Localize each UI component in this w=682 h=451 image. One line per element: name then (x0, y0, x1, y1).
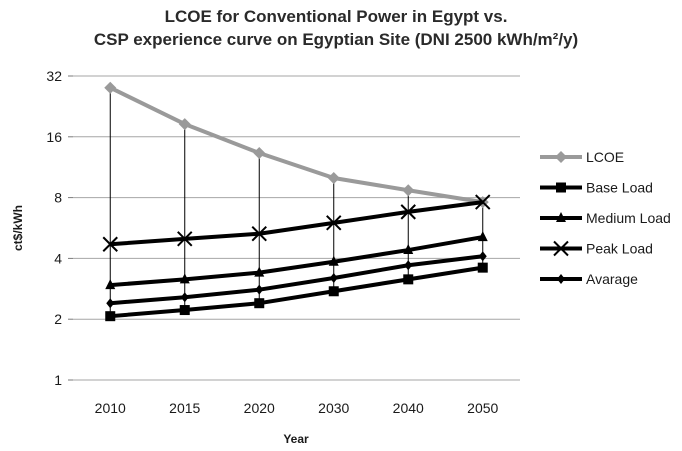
data-point-peak-load (177, 231, 193, 247)
data-point-peak-load (251, 226, 267, 242)
data-point-base-load (179, 305, 190, 316)
y-axis-ticks: 1 2 4 8 16 32 (46, 68, 73, 388)
chart-title-line-2: CSP experience curve on Egyptian Site (D… (94, 30, 578, 49)
series-line-avarage (110, 254, 483, 306)
series-line-lcoe (109, 85, 484, 205)
y-tick-label: 8 (54, 190, 62, 206)
series-avarage (106, 251, 487, 309)
series-lcoe (104, 81, 489, 209)
data-point-base-load (254, 298, 265, 309)
series-line-base-load (110, 265, 484, 319)
x-axis-title: Year (283, 432, 309, 446)
legend-label: Medium Load (586, 210, 671, 226)
x-tick-label: 2030 (318, 400, 349, 416)
legend-label: Avarage (586, 271, 638, 287)
data-point-avarage (180, 292, 189, 303)
data-point-medium-load (328, 255, 339, 266)
legend-label: Peak Load (586, 241, 653, 257)
series-line-medium-load (110, 235, 484, 288)
data-point-avarage (255, 284, 264, 295)
data-point-peak-load (326, 215, 342, 231)
x-tick-label: 2015 (169, 400, 200, 416)
y-tick-label: 4 (54, 250, 62, 266)
data-point-lcoe (327, 172, 340, 185)
data-point-base-load (403, 274, 414, 285)
legend-item-base-load: Base Load (540, 180, 653, 196)
data-point-avarage (404, 260, 413, 271)
data-point-peak-load (102, 236, 118, 252)
data-point-peak-load (400, 204, 416, 220)
y-tick-label: 2 (54, 311, 62, 327)
gridlines (73, 75, 520, 381)
x-tick-label: 2040 (393, 400, 424, 416)
data-point-base-load (328, 286, 339, 297)
chart-title-line-1: LCOE for Conventional Power in Egypt vs. (165, 7, 508, 26)
legend-item-lcoe: LCOE (540, 149, 624, 165)
legend-marker (556, 212, 566, 222)
y-tick-label: 16 (46, 129, 62, 145)
data-point-base-load (477, 262, 488, 273)
legend-item-peak-load: Peak Load (540, 241, 653, 257)
series-medium-load (105, 231, 488, 290)
x-tick-label: 2050 (467, 400, 498, 416)
x-axis-ticks: 2010 2015 2020 2030 2040 2050 (95, 400, 499, 416)
chart-title: LCOE for Conventional Power in Egypt vs.… (94, 7, 578, 49)
data-point-medium-load (403, 244, 414, 255)
data-point-avarage (329, 272, 338, 283)
x-tick-label: 2010 (95, 400, 126, 416)
data-point-peak-load (475, 194, 491, 210)
y-tick-label: 1 (54, 372, 62, 388)
legend-marker (555, 151, 567, 163)
data-point-lcoe (253, 147, 266, 160)
legend: LCOE Base Load Medium Load Peak Load Avarage (540, 149, 671, 287)
legend-marker (556, 182, 566, 193)
data-point-medium-load (105, 279, 116, 290)
data-point-lcoe (178, 118, 191, 131)
legend-label: Base Load (586, 180, 653, 196)
legend-label: LCOE (586, 149, 624, 165)
data-point-lcoe (104, 81, 117, 94)
data-point-medium-load (477, 231, 488, 242)
series (102, 81, 491, 322)
data-point-medium-load (179, 273, 190, 284)
data-point-avarage (478, 251, 487, 262)
series-line-peak-load (110, 200, 484, 247)
data-point-lcoe (402, 184, 415, 197)
series-base-load (105, 262, 488, 322)
series-peak-load (102, 194, 491, 252)
data-point-avarage (106, 298, 115, 309)
legend-item-medium-load: Medium Load (540, 210, 671, 226)
data-point-base-load (105, 311, 116, 322)
y-axis-title: ct$/kWh (11, 205, 25, 251)
y-tick-label: 32 (46, 68, 62, 84)
legend-item-avarage: Avarage (540, 271, 638, 287)
data-point-medium-load (254, 266, 265, 277)
legend-marker (557, 274, 565, 284)
legend-marker (553, 240, 569, 257)
x-tick-label: 2020 (244, 400, 275, 416)
